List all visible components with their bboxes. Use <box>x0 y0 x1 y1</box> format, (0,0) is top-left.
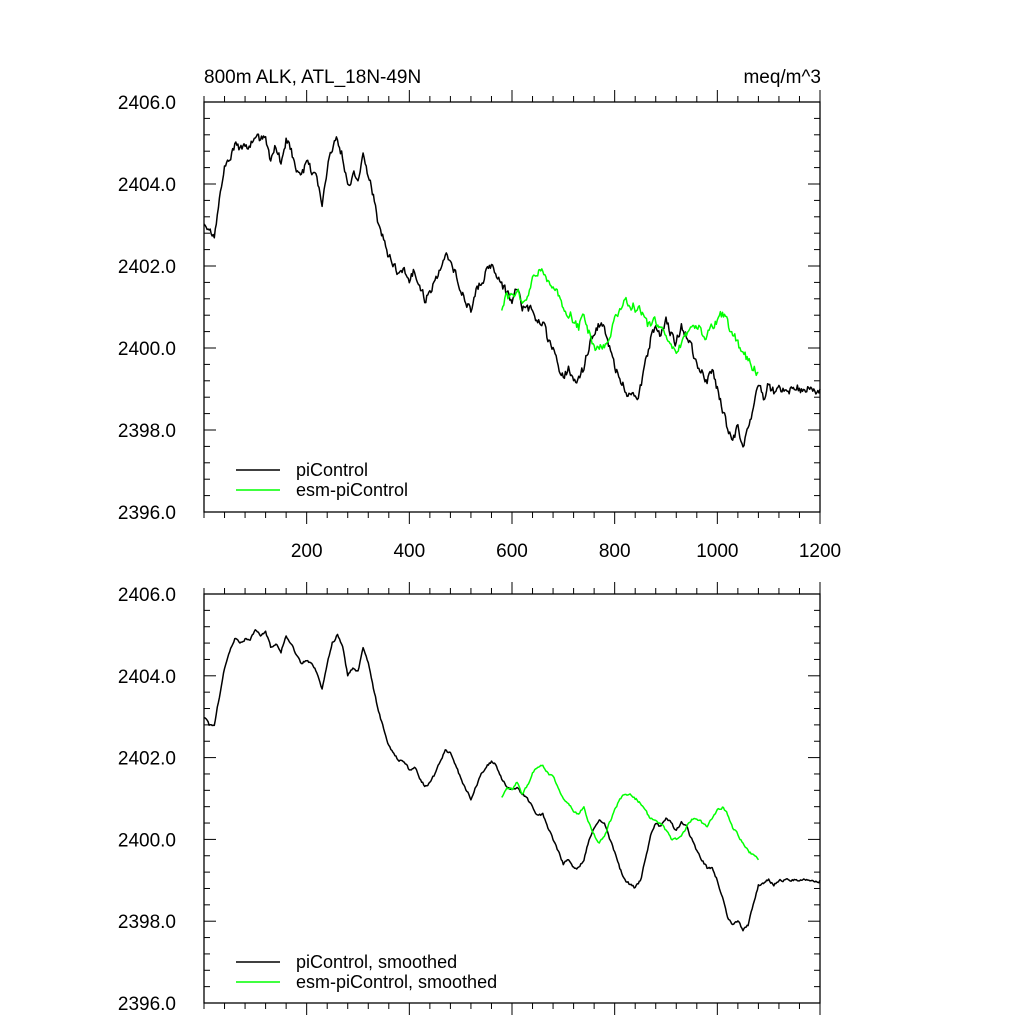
top-series-esm-picontrol-line <box>500 268 759 377</box>
top-xtick-label: 800 <box>599 541 631 562</box>
top-ytick-label: 2400.0 <box>118 339 176 360</box>
top-panel-ytick-labels: 2396.0 2398.0 2400.0 2402.0 2404.0 2406.0 <box>118 93 176 524</box>
bot-ytick-label: 2406.0 <box>118 585 176 606</box>
top-ytick-label: 2406.0 <box>118 93 176 114</box>
top-series-picontrol-line <box>203 133 821 448</box>
top-panel-legend: piControl esm-piControl <box>236 460 408 500</box>
bottom-series-picontrol-smoothed-line <box>203 629 821 932</box>
top-ytick-label: 2398.0 <box>118 421 176 442</box>
bot-ytick-label: 2396.0 <box>118 994 176 1015</box>
top-ytick-label: 2396.0 <box>118 503 176 524</box>
top-ytick-label: 2402.0 <box>118 257 176 278</box>
top-ytick-label: 2404.0 <box>118 175 176 196</box>
top-legend-picontrol-label: piControl <box>296 460 368 480</box>
top-panel-frame <box>203 101 821 513</box>
top-panel: 800m ALK, ATL_18N-49N meq/m^3 2396.0 2398… <box>118 67 841 562</box>
bottom-panel-plot-area <box>203 629 821 932</box>
bottom-panel-grid <box>203 582 821 1015</box>
top-xtick-label: 1000 <box>696 541 738 562</box>
top-legend-esm-picontrol-label: esm-piControl <box>296 480 408 500</box>
bot-ytick-label: 2404.0 <box>118 667 176 688</box>
bottom-panel-ytick-labels: 2396.0 2398.0 2400.0 2402.0 2404.0 2406.0 <box>118 585 176 1015</box>
top-panel-plot-area <box>203 133 821 448</box>
top-xtick-label: 200 <box>291 541 323 562</box>
bottom-legend-picontrol-smoothed-label: piControl, smoothed <box>296 952 457 972</box>
top-xtick-label: 600 <box>496 541 528 562</box>
bottom-panel-legend: piControl, smoothed esm-piControl, smoot… <box>236 952 497 992</box>
bot-ytick-label: 2400.0 <box>118 830 176 851</box>
top-panel-grid <box>203 90 821 524</box>
top-panel-title: 800m ALK, ATL_18N-49N <box>204 67 421 88</box>
bottom-legend-esm-picontrol-smoothed-label: esm-piControl, smoothed <box>296 972 497 992</box>
top-panel-xtick-labels: 200 400 600 800 1000 1200 <box>291 541 841 562</box>
bottom-series-esm-picontrol-smoothed-line <box>501 764 760 861</box>
top-panel-units: meq/m^3 <box>743 67 821 88</box>
top-xtick-label: 1200 <box>799 541 841 562</box>
bottom-panel-frame <box>203 593 821 1004</box>
bot-ytick-label: 2402.0 <box>118 749 176 770</box>
bottom-panel: 2396.0 2398.0 2400.0 2402.0 2404.0 2406.0 piC… <box>118 582 821 1015</box>
top-xtick-label: 400 <box>393 541 425 562</box>
bot-ytick-label: 2398.0 <box>118 912 176 933</box>
